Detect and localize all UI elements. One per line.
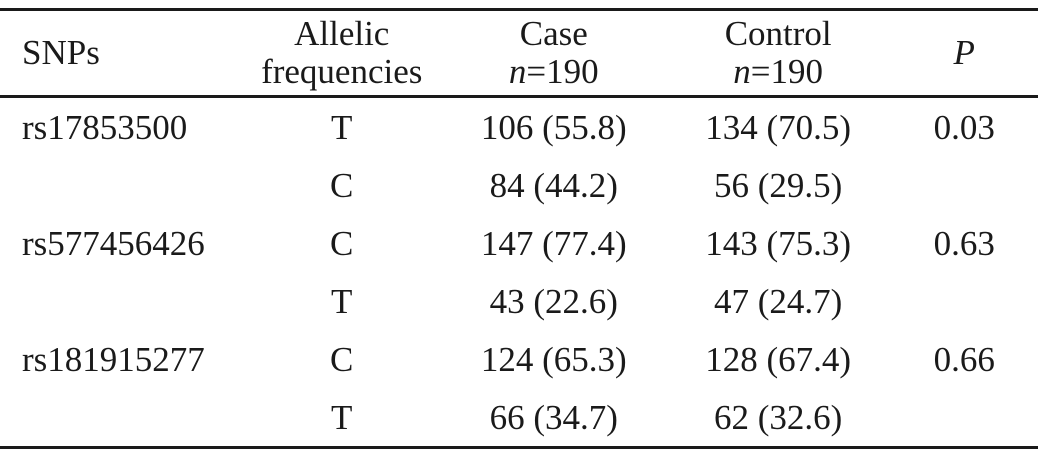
cell-p-value bbox=[890, 156, 1038, 214]
header-control: Control n=190 bbox=[666, 10, 890, 97]
cell-control: 56 (29.5) bbox=[714, 165, 843, 205]
cell-snp: rs181915277 bbox=[22, 339, 205, 379]
cell-p-value: 0.66 bbox=[933, 339, 995, 379]
header-case: Case n=190 bbox=[442, 10, 666, 97]
table-row: rs181915277 C 124 (65.3) 128 (67.4) 0.66 bbox=[0, 330, 1038, 388]
header-case-n-var: n bbox=[508, 52, 527, 91]
cell-case: 66 (34.7) bbox=[489, 397, 618, 437]
header-case-line1: Case bbox=[519, 14, 588, 53]
header-control-line1: Control bbox=[724, 14, 832, 53]
cell-case: 106 (55.8) bbox=[480, 107, 627, 147]
cell-snp bbox=[0, 272, 242, 330]
cell-control: 47 (24.7) bbox=[714, 281, 843, 321]
header-row: SNPs Allelic frequencies Case n=190 Cont… bbox=[0, 9, 1038, 97]
cell-allele: T bbox=[331, 281, 353, 321]
cell-snp bbox=[0, 388, 242, 448]
header-p-label: P bbox=[953, 33, 975, 72]
header-allelic-line1: Allelic bbox=[294, 14, 390, 53]
cell-case: 84 (44.2) bbox=[489, 165, 618, 205]
table-row: T 43 (22.6) 47 (24.7) bbox=[0, 272, 1038, 330]
cell-p-value: 0.03 bbox=[933, 107, 995, 147]
cell-p-value bbox=[890, 388, 1038, 448]
cell-allele: T bbox=[331, 397, 353, 437]
header-snps-label: SNPs bbox=[22, 33, 100, 72]
cell-allele: C bbox=[330, 223, 354, 263]
table-row: C 84 (44.2) 56 (29.5) bbox=[0, 156, 1038, 214]
table-header: SNPs Allelic frequencies Case n=190 Cont… bbox=[0, 9, 1038, 97]
header-p-value: P bbox=[890, 10, 1038, 97]
cell-case: 43 (22.6) bbox=[489, 281, 618, 321]
header-control-n: n=190 bbox=[666, 53, 890, 91]
header-case-n: n=190 bbox=[442, 53, 666, 91]
cell-snp: rs17853500 bbox=[22, 107, 188, 147]
header-control-n-var: n bbox=[733, 52, 751, 91]
header-allelic-frequencies: Allelic frequencies bbox=[242, 10, 442, 97]
cell-allele: C bbox=[330, 339, 354, 379]
cell-control: 62 (32.6) bbox=[714, 397, 843, 437]
cell-allele: T bbox=[331, 107, 353, 147]
cell-snp bbox=[0, 156, 242, 214]
table-body: rs17853500 T 106 (55.8) 134 (70.5) 0.03 … bbox=[0, 97, 1038, 448]
header-control-n-val: =190 bbox=[750, 52, 824, 91]
cell-snp: rs577456426 bbox=[22, 223, 205, 263]
table-row: rs17853500 T 106 (55.8) 134 (70.5) 0.03 bbox=[0, 97, 1038, 157]
cell-control: 143 (75.3) bbox=[705, 223, 852, 263]
header-allelic-line2: frequencies bbox=[261, 52, 423, 91]
snp-allele-table: SNPs Allelic frequencies Case n=190 Cont… bbox=[0, 8, 1038, 449]
cell-control: 128 (67.4) bbox=[705, 339, 852, 379]
cell-p-value bbox=[890, 272, 1038, 330]
header-snps: SNPs bbox=[0, 10, 242, 97]
cell-case: 124 (65.3) bbox=[480, 339, 627, 379]
header-case-n-val: =190 bbox=[526, 52, 599, 91]
table-row: T 66 (34.7) 62 (32.6) bbox=[0, 388, 1038, 448]
cell-p-value: 0.63 bbox=[933, 223, 995, 263]
cell-allele: C bbox=[330, 165, 354, 205]
table-row: rs577456426 C 147 (77.4) 143 (75.3) 0.63 bbox=[0, 214, 1038, 272]
cell-control: 134 (70.5) bbox=[705, 107, 852, 147]
cell-case: 147 (77.4) bbox=[480, 223, 627, 263]
